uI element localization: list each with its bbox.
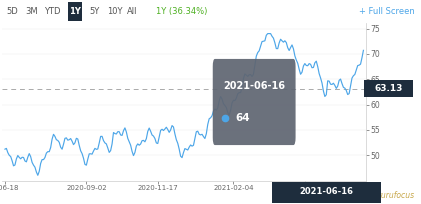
Text: 5Y: 5Y xyxy=(90,7,100,16)
FancyBboxPatch shape xyxy=(272,182,381,203)
Text: + Full Screen: + Full Screen xyxy=(359,7,415,16)
Text: 63.13: 63.13 xyxy=(374,84,402,93)
FancyBboxPatch shape xyxy=(364,80,413,97)
Text: 3M: 3M xyxy=(25,7,38,16)
Text: All: All xyxy=(127,7,137,16)
FancyBboxPatch shape xyxy=(213,59,296,145)
Text: 1Y (36.34%): 1Y (36.34%) xyxy=(156,7,207,16)
Text: 10Y: 10Y xyxy=(107,7,122,16)
Text: 2021-06-16: 2021-06-16 xyxy=(223,81,285,91)
Text: 2021-06-16: 2021-06-16 xyxy=(299,187,353,196)
FancyBboxPatch shape xyxy=(68,2,82,21)
Text: 5D: 5D xyxy=(7,7,19,16)
Text: YTD: YTD xyxy=(44,7,61,16)
Text: 64: 64 xyxy=(235,113,250,123)
Text: 1Y: 1Y xyxy=(69,7,81,16)
Text: gurufocus: gurufocus xyxy=(376,191,415,200)
